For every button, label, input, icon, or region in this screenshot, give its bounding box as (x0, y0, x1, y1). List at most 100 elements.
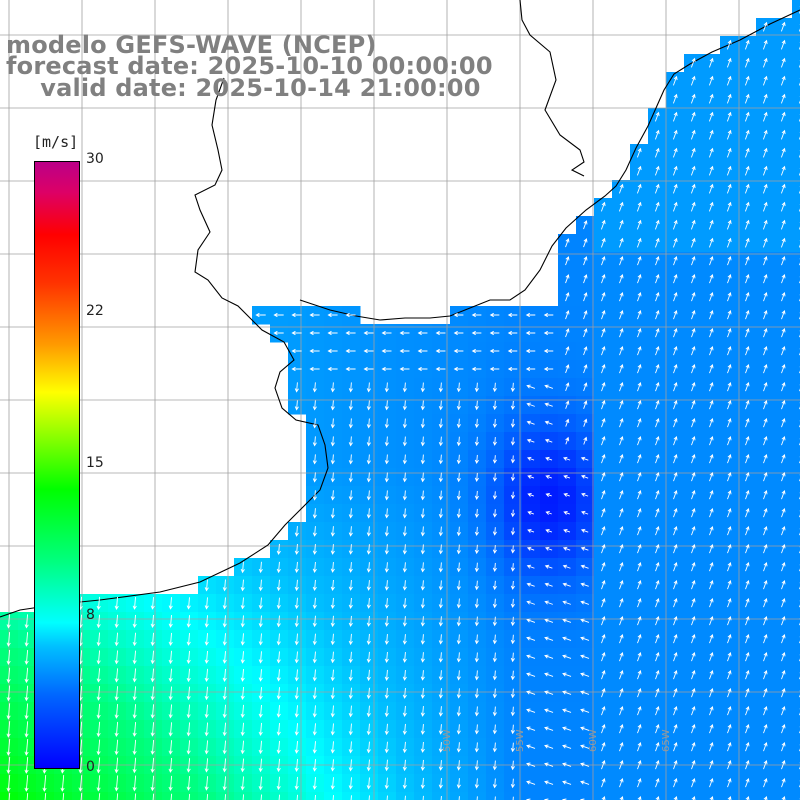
wind-arrow (562, 726, 572, 731)
wind-arrow (763, 615, 768, 626)
wind-arrow (348, 580, 353, 591)
wind-arrow (565, 400, 570, 409)
wind-arrow (781, 453, 786, 464)
wind-arrow (492, 652, 497, 663)
wind-arrow (512, 796, 514, 800)
wind-arrow (348, 382, 353, 393)
wind-arrow (474, 472, 479, 482)
wind-arrow (780, 57, 786, 68)
wind-arrow (456, 436, 461, 447)
wind-arrow (544, 762, 554, 767)
wind-arrow (545, 528, 553, 533)
wind-arrow (363, 366, 374, 372)
wind-arrow (258, 758, 263, 773)
wind-arrow (420, 688, 425, 699)
wind-arrow (348, 490, 353, 501)
wind-cell (792, 288, 800, 307)
wind-arrow (402, 741, 407, 754)
wind-arrow (330, 454, 335, 465)
wind-arrow (619, 345, 624, 356)
wind-arrow (544, 402, 553, 407)
wind-arrow (312, 687, 317, 700)
wind-arrow (296, 794, 298, 800)
wind-arrow (489, 312, 500, 318)
wind-arrow (781, 255, 786, 266)
wind-arrow (456, 598, 461, 609)
wind-arrow (330, 508, 335, 519)
wind-arrow (402, 382, 407, 393)
wind-arrow (420, 382, 425, 393)
wind-cell (792, 648, 800, 667)
wind-arrow (727, 723, 732, 734)
wind-arrow (330, 687, 335, 700)
colorbar-tick-15: 15 (86, 455, 104, 471)
wind-arrow (726, 237, 732, 248)
wind-arrow (637, 399, 642, 410)
wind-arrow (745, 273, 750, 284)
wind-arrow (366, 777, 371, 790)
wind-arrow (366, 633, 371, 645)
wind-arrow (150, 632, 155, 647)
wind-cell (792, 702, 800, 721)
wind-cell (792, 774, 800, 793)
wind-arrow (781, 435, 786, 446)
wind-arrow (583, 346, 588, 356)
wind-arrow (745, 417, 750, 428)
wind-arrow (471, 366, 482, 372)
wind-arrow (384, 741, 389, 754)
wind-arrow (170, 793, 173, 800)
wind-arrow (562, 654, 572, 659)
coastline (0, 0, 800, 618)
wind-arrow (708, 111, 714, 122)
wind-arrow (150, 650, 155, 665)
wind-arrow (619, 579, 624, 590)
wind-arrow (204, 633, 209, 646)
wind-arrow (745, 705, 750, 716)
wind-arrow (345, 330, 356, 336)
wind-arrow (637, 579, 642, 590)
wind-arrow (420, 580, 425, 591)
wind-arrow (580, 546, 589, 551)
wind-arrow (565, 418, 570, 427)
wind-arrow (24, 632, 29, 647)
wind-arrow (580, 564, 589, 569)
wind-arrow (330, 741, 335, 754)
wind-arrow (24, 739, 29, 756)
wind-arrow (763, 489, 768, 500)
wind-arrow (327, 366, 338, 372)
wind-arrow (691, 633, 696, 644)
wind-arrow (422, 795, 424, 800)
wind-arrow (438, 706, 443, 717)
wind-arrow (474, 454, 479, 465)
wind-arrow (762, 57, 768, 68)
colorbar-unit: [m/s] (33, 133, 79, 151)
wind-arrow (691, 795, 696, 800)
wind-arrow (327, 312, 338, 318)
wind-arrow (366, 382, 371, 393)
wind-arrow (222, 597, 227, 610)
wind-arrow (240, 722, 245, 737)
wind-arrow (655, 687, 660, 698)
wind-cell (792, 684, 800, 703)
wind-arrow (672, 219, 678, 230)
wind-arrow (456, 580, 461, 591)
wind-arrow (763, 435, 768, 446)
wind-arrow (690, 237, 696, 248)
wind-arrow (204, 758, 209, 773)
wind-arrow (580, 762, 590, 767)
wind-arrow (474, 562, 479, 573)
wind-arrow (619, 597, 624, 608)
wind-cell (702, 792, 721, 800)
wind-arrow (544, 726, 554, 731)
wind-arrow (543, 348, 554, 354)
wind-arrow (456, 616, 461, 627)
wind-arrow (420, 508, 425, 519)
wind-arrow (545, 546, 553, 551)
wind-arrow (204, 579, 209, 592)
wind-arrow (781, 561, 786, 572)
wind-arrow (619, 381, 624, 392)
wind-arrow (420, 400, 425, 411)
wind-arrow (222, 722, 227, 737)
wind-arrow (294, 543, 299, 555)
wind-arrow (619, 273, 624, 284)
